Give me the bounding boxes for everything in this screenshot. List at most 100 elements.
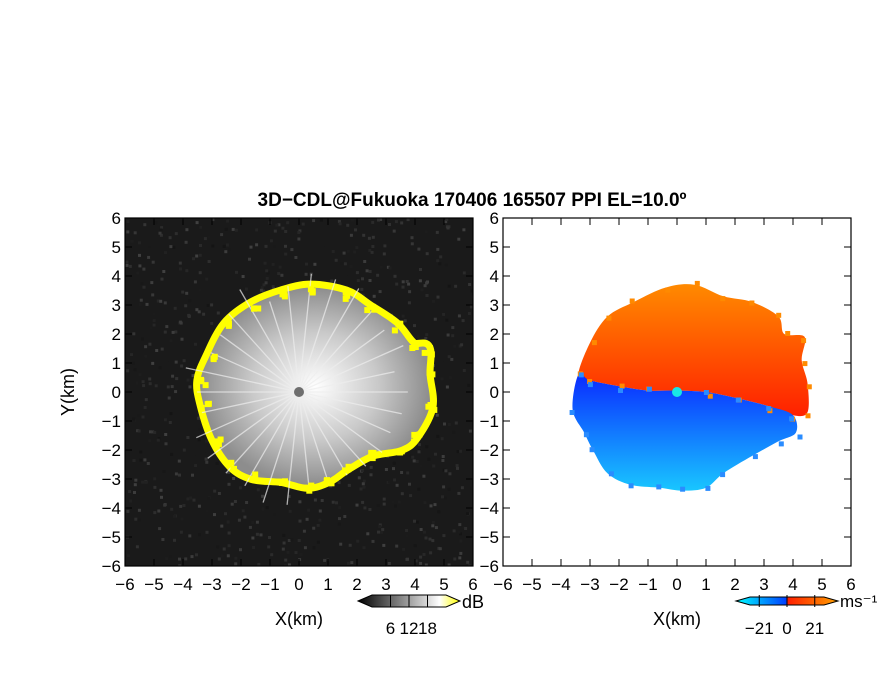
- noise-pixel: [424, 230, 428, 234]
- noise-pixel: [408, 290, 412, 294]
- colorbar-tick-label: 18: [418, 619, 437, 638]
- noise-pixel: [347, 275, 351, 279]
- noise-pixel: [448, 376, 452, 380]
- noise-pixel: [286, 221, 290, 225]
- velocity-speckle: [680, 486, 686, 492]
- noise-pixel: [434, 526, 438, 530]
- noise-pixel: [419, 561, 423, 565]
- radial-streak: [298, 391, 367, 467]
- noise-pixel: [339, 542, 343, 546]
- noise-pixel: [452, 529, 456, 533]
- noise-pixel: [197, 504, 201, 508]
- radial-streak: [225, 391, 300, 474]
- x-tick-label: −1: [260, 575, 279, 594]
- noise-pixel: [280, 273, 284, 277]
- noise-pixel: [428, 537, 432, 541]
- noise-pixel: [174, 360, 178, 364]
- x-tick-label: 6: [468, 575, 477, 594]
- noise-pixel: [189, 496, 193, 500]
- noise-pixel: [387, 562, 391, 565]
- noise-pixel: [197, 438, 201, 442]
- noise-pixel: [216, 311, 220, 315]
- noise-pixel: [461, 319, 465, 323]
- noise-pixel: [141, 415, 145, 419]
- noise-pixel: [187, 313, 191, 317]
- noise-pixel: [277, 223, 281, 227]
- noise-pixel: [207, 497, 211, 500]
- noise-pixel: [361, 277, 364, 281]
- noise-pixel: [153, 477, 157, 481]
- noise-pixel: [363, 260, 367, 263]
- noise-pixel: [298, 558, 302, 562]
- noise-pixel: [423, 284, 427, 288]
- noise-pixel: [197, 416, 200, 420]
- noise-pixel: [132, 419, 135, 423]
- noise-pixel: [126, 554, 130, 558]
- noise-pixel: [255, 532, 259, 536]
- noise-pixel: [185, 269, 189, 273]
- edge-speckle: [198, 405, 205, 411]
- velocity-speckle: [797, 434, 803, 440]
- noise-pixel: [151, 430, 155, 434]
- noise-pixel: [350, 218, 354, 222]
- noise-pixel: [180, 364, 184, 368]
- noise-pixel: [231, 227, 235, 231]
- edge-speckle: [397, 449, 404, 456]
- noise-pixel: [301, 222, 305, 226]
- noise-pixel: [453, 344, 457, 348]
- noise-pixel: [269, 239, 273, 243]
- noise-pixel: [234, 556, 238, 560]
- edge-speckle: [416, 431, 423, 438]
- edge-speckle: [308, 482, 315, 489]
- noise-pixel: [193, 280, 197, 284]
- noise-pixel: [400, 492, 404, 496]
- x-tick-label: 4: [788, 575, 797, 594]
- noise-pixel: [467, 564, 471, 566]
- noise-pixel: [241, 509, 245, 513]
- noise-pixel: [361, 500, 365, 504]
- noise-pixel: [346, 223, 350, 227]
- noise-pixel: [282, 541, 286, 545]
- noise-pixel: [141, 480, 145, 484]
- noise-pixel: [442, 485, 446, 489]
- noise-pixel: [335, 501, 338, 505]
- radial-streak: [219, 334, 300, 393]
- noise-pixel: [159, 488, 163, 492]
- noise-pixel: [224, 512, 227, 516]
- noise-pixel: [198, 427, 202, 431]
- reflectivity-colorbar-unit: dB: [462, 592, 484, 612]
- noise-pixel: [377, 530, 380, 534]
- noise-pixel: [454, 421, 458, 425]
- velocity-speckle: [694, 280, 700, 286]
- noise-pixel: [165, 358, 169, 362]
- noise-pixel: [132, 361, 135, 365]
- noise-pixel: [134, 478, 138, 482]
- noise-pixel: [255, 243, 259, 247]
- noise-pixel: [195, 452, 199, 456]
- edge-speckle: [428, 351, 435, 358]
- noise-pixel: [452, 430, 456, 434]
- noise-pixel: [422, 552, 426, 556]
- noise-pixel: [154, 221, 158, 225]
- noise-pixel: [148, 439, 152, 443]
- noise-pixel: [425, 445, 429, 449]
- noise-pixel: [429, 504, 433, 508]
- x-tick-label: −6: [115, 575, 134, 594]
- velocity-panel: −6 −5 −4 −3 −2 −1 0 1 2 3 4 5 6 6 5 4 3 2 1 0 −1 −2 −3 −4 −5 −6 X…: [480, 209, 856, 629]
- noise-pixel: [151, 361, 155, 365]
- noise-pixel: [134, 517, 138, 521]
- edge-speckles: [198, 286, 438, 494]
- noise-pixel: [255, 228, 259, 232]
- noise-pixel: [414, 559, 418, 563]
- noise-pixel: [418, 279, 422, 283]
- noise-pixel: [432, 464, 436, 468]
- noise-pixel: [128, 264, 132, 268]
- noise-pixel: [290, 538, 294, 542]
- noise-pixel: [249, 245, 253, 249]
- noise-pixel: [470, 486, 473, 490]
- noise-pixel: [453, 557, 457, 561]
- noise-pixel: [412, 459, 416, 463]
- y-tick-label: 6: [112, 209, 121, 228]
- noise-pixel: [343, 262, 347, 266]
- noise-pixel: [362, 485, 366, 489]
